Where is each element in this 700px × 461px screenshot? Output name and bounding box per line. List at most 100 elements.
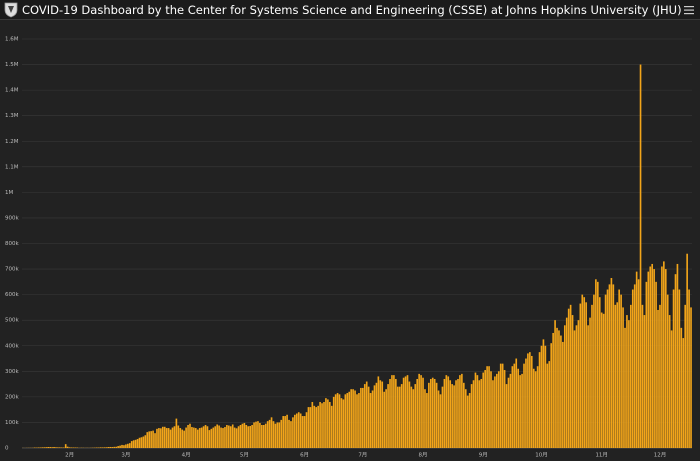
bar bbox=[670, 330, 673, 448]
x-tick-label: 6月 bbox=[300, 452, 309, 459]
bar bbox=[453, 385, 455, 448]
bar bbox=[404, 376, 407, 448]
bar bbox=[270, 417, 273, 448]
bar bbox=[165, 428, 168, 448]
menu-button[interactable] bbox=[683, 4, 695, 16]
bar bbox=[212, 427, 215, 448]
y-tick-label: 1.2M bbox=[5, 139, 19, 145]
bar bbox=[563, 325, 566, 448]
bar bbox=[251, 424, 253, 448]
bar bbox=[340, 398, 343, 448]
bar bbox=[447, 376, 450, 448]
bar bbox=[373, 385, 376, 448]
bar bbox=[396, 386, 399, 448]
bar bbox=[216, 424, 218, 448]
bar bbox=[449, 380, 452, 448]
bar bbox=[686, 253, 688, 448]
bar bbox=[138, 437, 141, 448]
bar bbox=[497, 371, 500, 448]
bar bbox=[152, 430, 154, 448]
bar bbox=[191, 427, 193, 448]
bar bbox=[455, 380, 457, 448]
bar bbox=[639, 64, 642, 448]
bar bbox=[530, 355, 533, 448]
bar bbox=[544, 345, 547, 448]
bar bbox=[210, 428, 213, 448]
bar bbox=[429, 378, 432, 448]
bar bbox=[676, 263, 679, 448]
y-tick-label: 400k bbox=[5, 343, 19, 349]
x-tick-label: 4月 bbox=[182, 452, 191, 459]
x-tick-label: 3月 bbox=[121, 452, 130, 459]
bar bbox=[66, 446, 69, 448]
bar bbox=[259, 422, 261, 448]
bar bbox=[59, 447, 61, 448]
bar bbox=[202, 426, 205, 448]
bar bbox=[220, 427, 222, 448]
bar bbox=[53, 447, 55, 448]
bar bbox=[140, 437, 143, 448]
bar bbox=[352, 389, 354, 448]
bar bbox=[663, 261, 665, 448]
bar bbox=[132, 440, 135, 448]
bar bbox=[560, 335, 562, 448]
bar bbox=[608, 284, 611, 448]
x-tick-label: 5月 bbox=[240, 452, 249, 459]
y-tick-label: 500k bbox=[5, 318, 19, 324]
bar bbox=[387, 384, 389, 448]
logo bbox=[4, 2, 18, 18]
bar bbox=[420, 375, 422, 448]
bar bbox=[150, 431, 152, 448]
bar bbox=[290, 421, 292, 448]
bar bbox=[661, 266, 663, 448]
y-tick-label: 200k bbox=[5, 394, 19, 400]
bar bbox=[655, 281, 657, 448]
bar bbox=[362, 387, 364, 448]
bar bbox=[527, 353, 529, 448]
bar bbox=[414, 384, 417, 448]
bar bbox=[612, 284, 615, 448]
y-tick-label: 100k bbox=[5, 420, 19, 426]
bar bbox=[51, 447, 53, 448]
bar bbox=[620, 294, 622, 448]
bar bbox=[610, 278, 613, 448]
bar bbox=[507, 377, 510, 448]
bar bbox=[247, 426, 250, 448]
bar bbox=[321, 403, 323, 448]
bar bbox=[521, 373, 523, 448]
bar bbox=[278, 422, 281, 448]
bar bbox=[598, 297, 601, 448]
y-tick-label: 1M bbox=[5, 190, 13, 196]
bar bbox=[556, 327, 558, 448]
bar bbox=[385, 389, 387, 448]
bar bbox=[538, 352, 541, 448]
bar bbox=[161, 426, 164, 448]
bar bbox=[377, 376, 380, 448]
y-tick-label: 0 bbox=[5, 446, 9, 452]
bar bbox=[239, 424, 242, 448]
bar bbox=[657, 309, 659, 448]
bar bbox=[194, 428, 197, 448]
bar bbox=[496, 373, 498, 448]
bar bbox=[577, 320, 580, 448]
bar bbox=[416, 378, 419, 448]
bar bbox=[134, 439, 137, 448]
bar bbox=[575, 325, 578, 448]
bar bbox=[565, 317, 568, 448]
bar bbox=[651, 263, 654, 448]
bar bbox=[286, 414, 288, 448]
bar bbox=[226, 424, 228, 448]
bar bbox=[315, 407, 318, 448]
bar bbox=[169, 429, 172, 448]
bar bbox=[637, 279, 640, 448]
bar bbox=[680, 327, 683, 448]
bar bbox=[338, 394, 341, 448]
bar bbox=[305, 412, 308, 448]
bar bbox=[171, 427, 174, 448]
y-tick-label: 900k bbox=[5, 215, 19, 221]
bar bbox=[589, 317, 591, 448]
bar bbox=[365, 381, 368, 448]
bar bbox=[237, 426, 240, 448]
bar bbox=[272, 421, 275, 448]
